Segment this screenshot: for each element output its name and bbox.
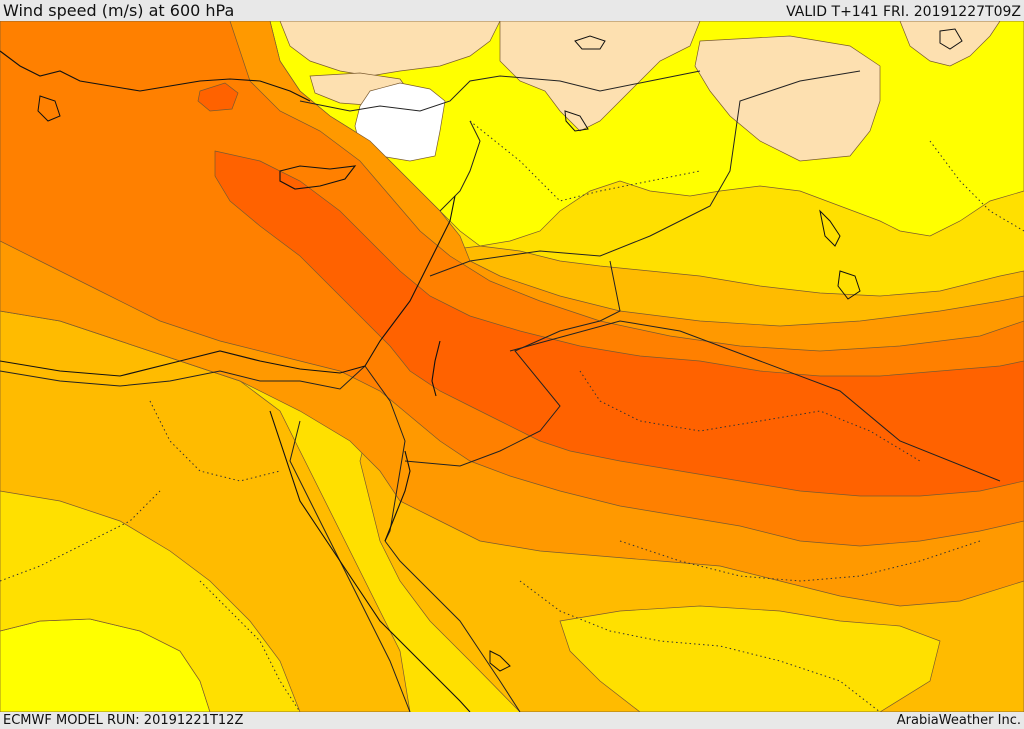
- band-3-southwest: [0, 490, 301, 712]
- band-7-nw-patch: [197, 82, 239, 112]
- map-header: Wind speed (m/s) at 600 hPa VALID T+141 …: [0, 0, 1024, 21]
- map-title: Wind speed (m/s) at 600 hPa: [3, 1, 235, 20]
- model-run-label: ECMWF MODEL RUN: 20191221T12Z: [3, 713, 244, 728]
- band-calm-patch: [354, 82, 446, 162]
- band-7-jet-core: [214, 150, 1024, 497]
- valid-time: VALID T+141 FRI. 20191227T09Z: [786, 4, 1021, 20]
- band-1-patch-a: [279, 21, 501, 77]
- coastlines: [0, 50, 471, 712]
- map-footer: ECMWF MODEL RUN: 20191221T12Z ArabiaWeat…: [0, 712, 1024, 729]
- country-borders: [0, 70, 1001, 712]
- band-1-patch-d: [899, 21, 1001, 67]
- admin-boundaries: [0, 120, 1024, 712]
- band-1-patch-c: [694, 35, 881, 162]
- band-1-patch-b: [499, 21, 701, 132]
- wind-speed-map: [0, 21, 1024, 712]
- islands: [37, 28, 963, 672]
- credit-label: ArabiaWeather Inc.: [896, 713, 1021, 728]
